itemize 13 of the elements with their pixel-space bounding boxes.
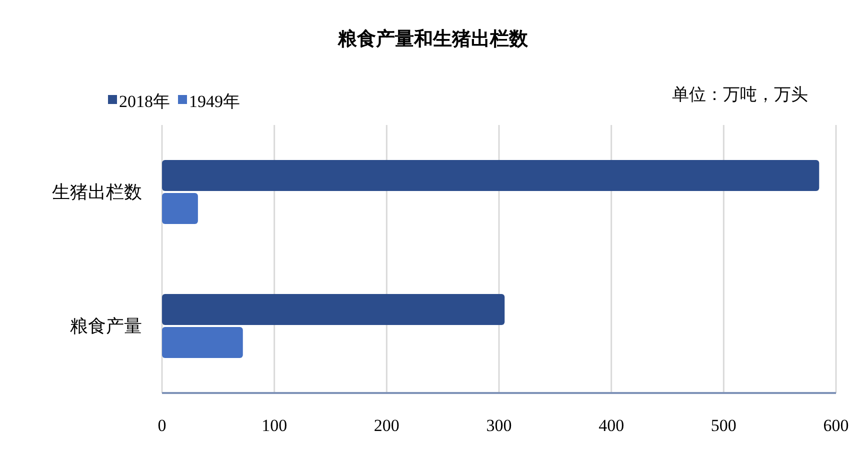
tick-label: 0 — [158, 416, 166, 435]
tick-label: 100 — [262, 416, 288, 435]
category-label: 生猪出栏数 — [52, 182, 142, 202]
tick-label: 500 — [710, 416, 736, 435]
tick-label: 200 — [374, 416, 400, 435]
legend-label: 2018年 — [119, 92, 170, 111]
tick-label: 400 — [598, 416, 624, 435]
category-label: 粮食产量 — [70, 316, 142, 336]
tick-label: 600 — [823, 416, 849, 435]
title: 粮食产量和生猪出栏数 — [338, 28, 528, 50]
legend-label: 1949年 — [189, 92, 240, 111]
tick-label: 300 — [486, 416, 512, 435]
annotation: 单位：万吨，万头 — [672, 85, 808, 104]
